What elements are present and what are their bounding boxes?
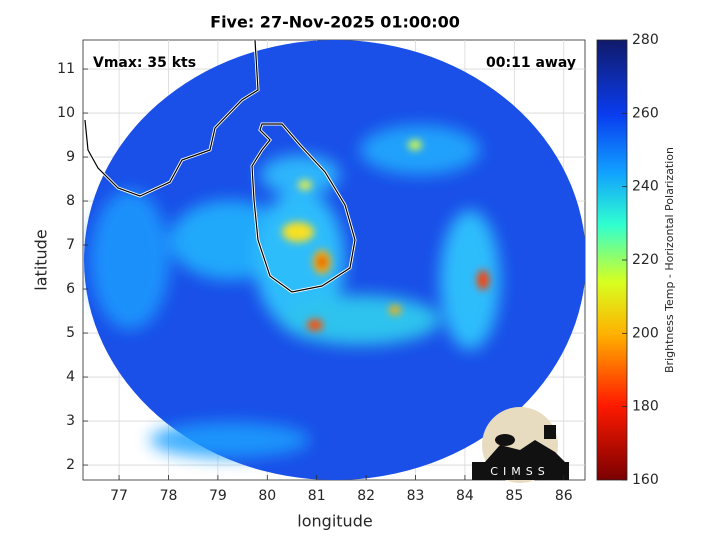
y-tick-label: 7 <box>66 237 75 253</box>
x-tick-label: 83 <box>407 488 425 504</box>
y-tick-label: 4 <box>66 369 75 385</box>
colorbar-label: Brightness Temp - Horizontal Polarizatio… <box>663 147 676 373</box>
logo: CIMSS <box>472 407 569 483</box>
colorbar-tick-label: 200 <box>632 325 659 341</box>
annotation-right: 00:11 away <box>486 55 576 71</box>
y-tick-label: 2 <box>66 457 75 473</box>
x-tick-label: 82 <box>357 488 375 504</box>
y-tick-label: 6 <box>66 281 75 297</box>
y-tick-label: 9 <box>66 149 75 165</box>
colorbar-tick-label: 180 <box>632 399 659 415</box>
x-tick-label: 80 <box>258 488 276 504</box>
colorbar-tick-label: 260 <box>632 105 659 121</box>
y-tick-label: 10 <box>57 105 75 121</box>
x-tick-label: 86 <box>555 488 573 504</box>
y-tick-label: 8 <box>66 193 75 209</box>
swath-image <box>83 40 585 480</box>
colorbar-tick-label: 160 <box>632 472 659 488</box>
x-tick-label: 78 <box>160 488 178 504</box>
x-tick-label: 77 <box>110 488 128 504</box>
y-tick-label: 11 <box>57 61 75 77</box>
colorbar-tick-label: 220 <box>632 252 659 268</box>
annotation-left: Vmax: 35 kts <box>93 55 196 71</box>
colorbar-tick-label: 240 <box>632 179 659 195</box>
x-axis-label: longitude <box>297 512 372 531</box>
x-tick-label: 79 <box>209 488 227 504</box>
y-axis-label: latitude <box>32 229 51 290</box>
y-tick-label: 5 <box>66 325 75 341</box>
x-tick-label: 81 <box>308 488 326 504</box>
logo-text: CIMSS <box>490 465 549 478</box>
x-tick-label: 84 <box>456 488 474 504</box>
y-tick-label: 3 <box>66 413 75 429</box>
colorbar-tick-label: 280 <box>632 32 659 48</box>
x-tick-label: 85 <box>505 488 523 504</box>
chart-title: Five: 27-Nov-2025 01:00:00 <box>210 13 460 32</box>
